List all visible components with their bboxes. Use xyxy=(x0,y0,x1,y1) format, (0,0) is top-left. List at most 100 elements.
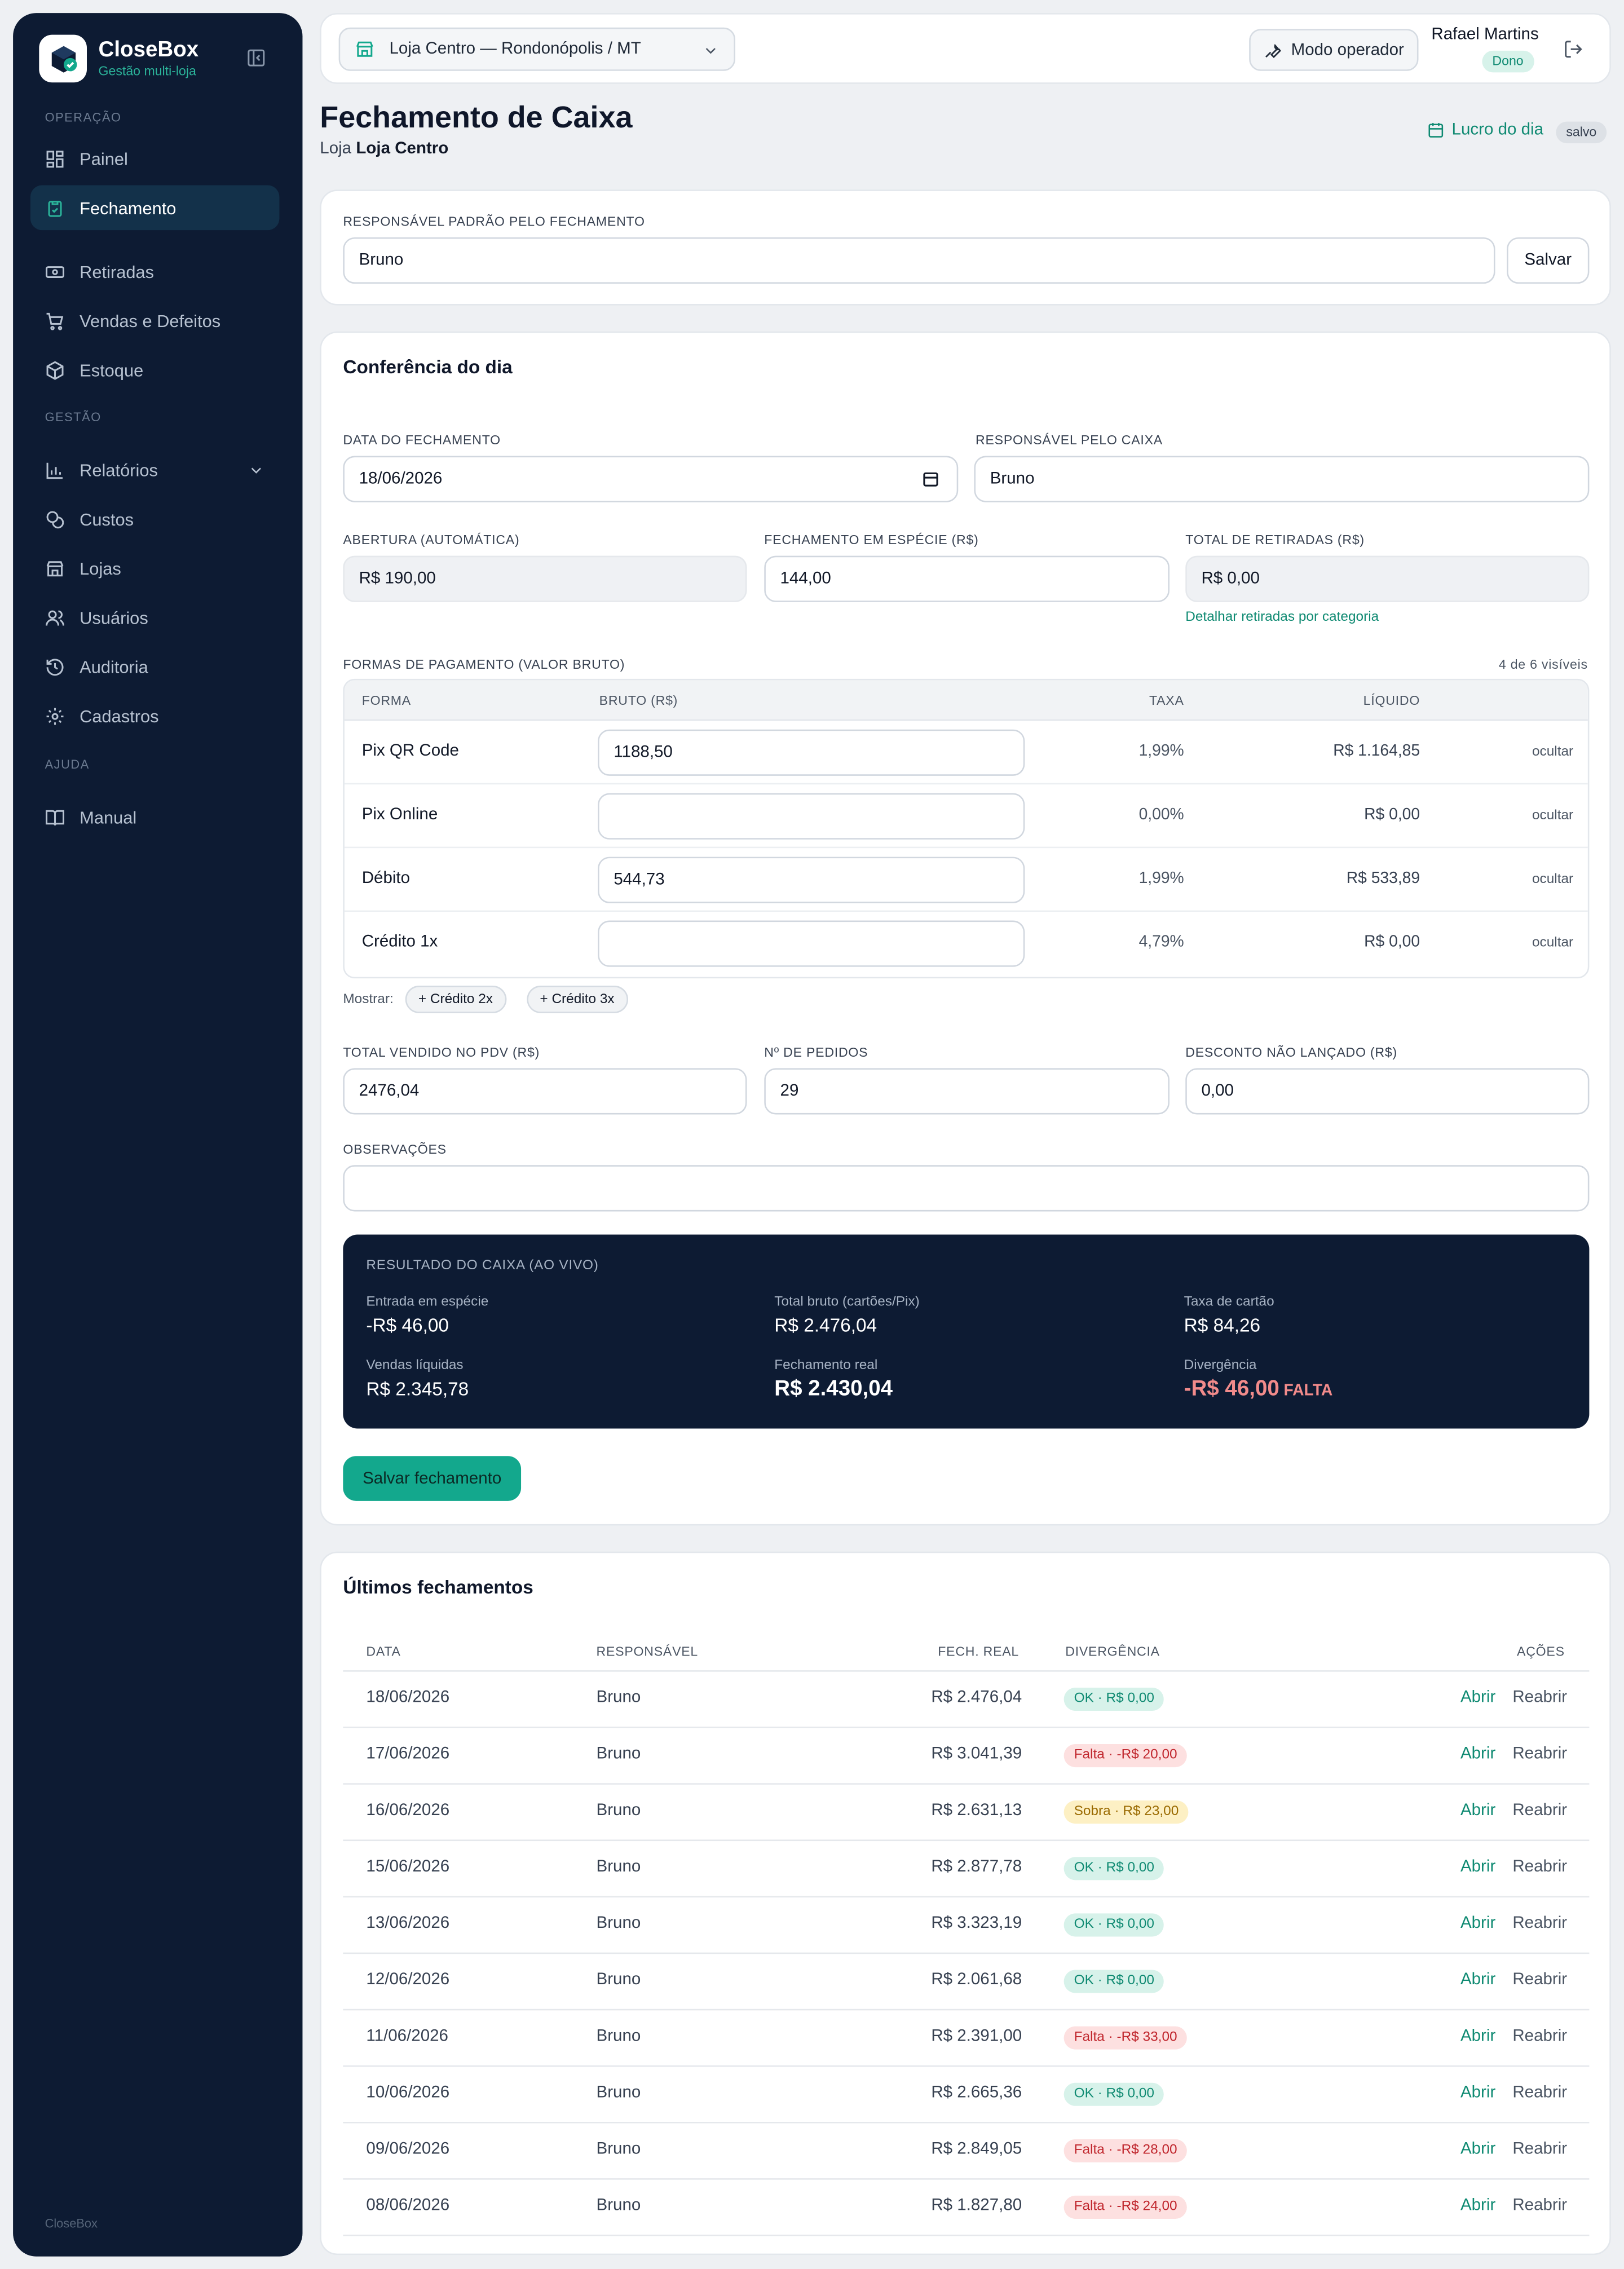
open-closing-link[interactable]: Abrir xyxy=(1460,1914,1496,1932)
lucro-do-dia-label: Lucro do dia xyxy=(1451,121,1544,139)
reopen-closing-link[interactable]: Reabrir xyxy=(1512,2028,1568,2045)
default-responsible-input[interactable] xyxy=(343,237,1495,284)
hide-payment-button[interactable]: ocultar xyxy=(1532,935,1574,951)
col-responsavel: RESPONSÁVEL xyxy=(596,1644,699,1659)
sidebar-item-cadastros[interactable]: Cadastros xyxy=(30,694,279,739)
payment-taxa: 1,99% xyxy=(1138,742,1184,760)
save-default-responsible-button[interactable]: Salvar xyxy=(1507,237,1590,284)
save-closing-button[interactable]: Salvar fechamento xyxy=(343,1456,522,1501)
row-responsible: Bruno xyxy=(596,1971,641,1989)
sidebar-item-retiradas[interactable]: Retiradas xyxy=(30,249,279,294)
pedidos-input[interactable] xyxy=(764,1068,1170,1115)
vendas-label: Vendas líquidas xyxy=(366,1357,464,1374)
closing-date-input[interactable] xyxy=(343,456,959,502)
date-label: DATA DO FECHAMENTO xyxy=(343,432,501,448)
hide-payment-button[interactable]: ocultar xyxy=(1532,871,1574,888)
open-closing-link[interactable]: Abrir xyxy=(1460,2140,1496,2158)
sidebar-item-estoque[interactable]: Estoque xyxy=(30,347,279,392)
show-credito-2x-chip[interactable]: + Crédito 2x xyxy=(405,986,506,1013)
sidebar-item-label: Relatórios xyxy=(80,459,158,480)
sidebar-item-custos[interactable]: Custos xyxy=(30,496,279,541)
divergencia-value: -R$ 46,00 FALTA xyxy=(1184,1376,1333,1401)
table-row: 16/06/2026 Bruno R$ 2.631,13 Sobra · R$ 23,… xyxy=(343,1785,1590,1842)
table-row: 08/06/2026 Bruno R$ 1.827,80 Falta · -R$ 24… xyxy=(343,2180,1590,2236)
row-date: 12/06/2026 xyxy=(366,1971,450,1989)
open-closing-link[interactable]: Abrir xyxy=(1460,1858,1496,1876)
row-date: 17/06/2026 xyxy=(366,1745,450,1763)
divergence-badge: OK · R$ 0,00 xyxy=(1063,2082,1164,2106)
divergencia-status: FALTA xyxy=(1283,1382,1333,1400)
reopen-closing-link[interactable]: Reabrir xyxy=(1512,1971,1568,1989)
sidebar-item-painel[interactable]: Painel xyxy=(30,136,279,181)
user-name: Rafael Martins xyxy=(1431,26,1539,44)
show-label: Mostrar: xyxy=(343,991,394,1008)
sidebar-item-fechamento[interactable]: Fechamento xyxy=(30,185,280,231)
row-date: 11/06/2026 xyxy=(366,2028,448,2045)
divergence-badge: Falta · -R$ 24,00 xyxy=(1063,2195,1188,2219)
sidebar-item-label: Fechamento xyxy=(80,197,176,218)
open-closing-link[interactable]: Abrir xyxy=(1460,1802,1496,1820)
payment-bruto-input[interactable] xyxy=(598,920,1025,967)
reopen-closing-link[interactable]: Reabrir xyxy=(1512,2084,1568,2102)
store-selector[interactable]: Loja Centro — Rondonópolis / MT xyxy=(338,27,735,71)
payment-methods-table: FORMA BRUTO (R$) TAXA LÍQUIDO Pix QR Cod… xyxy=(343,678,1590,979)
especie-input[interactable] xyxy=(764,555,1170,602)
payment-bruto-input[interactable] xyxy=(598,729,1025,776)
sidebar-item-manual[interactable]: Manual xyxy=(30,794,279,840)
row-fech-real: R$ 2.849,05 xyxy=(931,2140,1022,2158)
row-fech-real: R$ 2.631,13 xyxy=(931,1802,1022,1820)
user-role-badge: Dono xyxy=(1482,50,1534,73)
row-responsible: Bruno xyxy=(596,1858,641,1876)
collapse-sidebar-icon[interactable] xyxy=(245,46,268,69)
reopen-closing-link[interactable]: Reabrir xyxy=(1512,1858,1568,1876)
hide-payment-button[interactable]: ocultar xyxy=(1532,744,1574,760)
col-fech-real: FECH. REAL xyxy=(938,1644,1020,1659)
reopen-closing-link[interactable]: Reabrir xyxy=(1512,1745,1568,1763)
row-responsible: Bruno xyxy=(596,2197,641,2215)
pdv-total-input[interactable] xyxy=(343,1068,747,1115)
detalhar-retiradas-link[interactable]: Detalhar retiradas por categoria xyxy=(1185,609,1379,625)
reopen-closing-link[interactable]: Reabrir xyxy=(1512,1802,1568,1820)
operator-mode-button[interactable]: Modo operador xyxy=(1249,29,1419,71)
payment-bruto-input[interactable] xyxy=(598,793,1025,840)
show-credito-3x-chip[interactable]: + Crédito 3x xyxy=(527,986,628,1013)
table-row: 17/06/2026 Bruno R$ 3.041,39 Falta · -R$ 20… xyxy=(343,1728,1590,1785)
reopen-closing-link[interactable]: Reabrir xyxy=(1512,2140,1568,2158)
reopen-closing-link[interactable]: Reabrir xyxy=(1512,1689,1568,1707)
calendar-icon[interactable] xyxy=(922,470,939,488)
observacoes-input[interactable] xyxy=(343,1165,1590,1212)
page-subtitle: Loja Loja Centro xyxy=(320,140,448,158)
lucro-do-dia-link[interactable]: Lucro do dia xyxy=(1427,122,1543,139)
sidebar-item-usuarios[interactable]: Usuários xyxy=(30,595,279,640)
saved-status-badge: salvo xyxy=(1556,121,1607,144)
payment-name: Pix QR Code xyxy=(361,742,459,760)
open-closing-link[interactable]: Abrir xyxy=(1460,1689,1496,1707)
sidebar-item-relatorios[interactable]: Relatórios xyxy=(30,447,279,492)
sidebar-item-auditoria[interactable]: Auditoria xyxy=(30,644,279,689)
reopen-closing-link[interactable]: Reabrir xyxy=(1512,1914,1568,1932)
payment-name: Pix Online xyxy=(361,806,438,824)
open-closing-link[interactable]: Abrir xyxy=(1460,2197,1496,2215)
divergence-badge: Sobra · R$ 23,00 xyxy=(1063,1800,1189,1824)
conferencia-card: Conferência do dia DATA DO FECHAMENTO RE… xyxy=(320,331,1611,1526)
sidebar-item-lojas[interactable]: Lojas xyxy=(30,546,279,591)
wrench-icon xyxy=(1265,43,1281,59)
open-closing-link[interactable]: Abrir xyxy=(1460,1971,1496,1989)
open-closing-link[interactable]: Abrir xyxy=(1460,2084,1496,2102)
payment-name: Débito xyxy=(361,869,411,888)
open-closing-link[interactable]: Abrir xyxy=(1460,2028,1496,2045)
table-row: 11/06/2026 Bruno R$ 2.391,00 Falta · -R$ 33… xyxy=(343,2010,1590,2067)
col-bruto: BRUTO (R$) xyxy=(599,693,678,708)
pedidos-label: Nº DE PEDIDOS xyxy=(764,1045,868,1060)
cashier-input[interactable] xyxy=(974,456,1590,502)
sidebar-item-vendas[interactable]: Vendas e Defeitos xyxy=(30,298,279,343)
sidebar-footer: CloseBox xyxy=(45,2215,98,2231)
hide-payment-button[interactable]: ocultar xyxy=(1532,807,1574,824)
logout-icon[interactable] xyxy=(1563,39,1583,59)
payment-bruto-input[interactable] xyxy=(598,857,1025,903)
row-date: 16/06/2026 xyxy=(366,1802,450,1820)
reopen-closing-link[interactable]: Reabrir xyxy=(1512,2197,1568,2215)
open-closing-link[interactable]: Abrir xyxy=(1460,1745,1496,1763)
divergence-badge: Falta · -R$ 28,00 xyxy=(1063,2139,1188,2162)
desconto-input[interactable] xyxy=(1185,1068,1590,1115)
